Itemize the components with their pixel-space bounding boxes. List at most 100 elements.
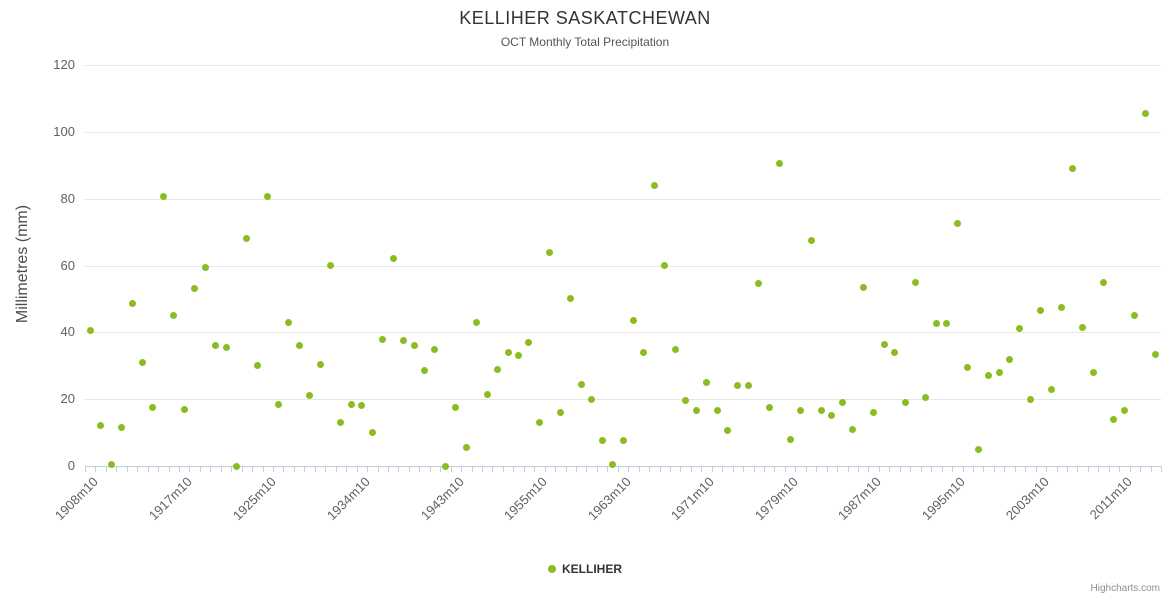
data-point[interactable] [671,345,679,353]
data-point[interactable] [619,437,627,445]
data-point[interactable] [97,422,105,430]
credits-link[interactable]: Highcharts.com [1090,583,1160,594]
data-point[interactable] [1100,278,1108,286]
data-point[interactable] [494,365,502,373]
data-point[interactable] [159,193,167,201]
data-point[interactable] [1152,350,1160,358]
data-point[interactable] [1026,395,1034,403]
data-point[interactable] [285,318,293,326]
data-point[interactable] [609,460,617,468]
data-point[interactable] [222,343,230,351]
data-point[interactable] [598,437,606,445]
data-point[interactable] [995,368,1003,376]
data-point[interactable] [170,312,178,320]
data-point[interactable] [870,409,878,417]
data-point[interactable] [640,348,648,356]
data-point[interactable] [880,340,888,348]
data-point[interactable] [347,400,355,408]
data-point[interactable] [515,352,523,360]
data-point[interactable] [1131,312,1139,320]
data-point[interactable] [1068,165,1076,173]
data-point[interactable] [828,412,836,420]
data-point[interactable] [943,320,951,328]
data-point[interactable] [682,397,690,405]
data-point[interactable] [306,392,314,400]
data-point[interactable] [201,263,209,271]
data-point[interactable] [567,295,575,303]
data-point[interactable] [1016,325,1024,333]
data-point[interactable] [358,402,366,410]
data-point[interactable] [379,335,387,343]
data-point[interactable] [713,407,721,415]
data-point[interactable] [932,320,940,328]
data-point[interactable] [274,400,282,408]
data-point[interactable] [295,342,303,350]
data-point[interactable] [556,409,564,417]
data-point[interactable] [253,362,261,370]
data-point[interactable] [149,404,157,412]
data-point[interactable] [243,235,251,243]
data-point[interactable] [441,462,449,470]
data-point[interactable] [316,360,324,368]
data-point[interactable] [901,399,909,406]
data-point[interactable] [1141,109,1149,117]
data-point[interactable] [107,460,115,468]
data-point[interactable] [1120,407,1128,415]
data-point[interactable] [337,419,345,427]
data-point[interactable] [817,407,825,415]
data-point[interactable] [212,342,220,350]
data-point[interactable] [985,372,993,380]
data-point[interactable] [974,445,982,453]
data-point[interactable] [891,348,899,356]
data-point[interactable] [473,318,481,326]
data-point[interactable] [588,395,596,403]
data-point[interactable] [138,358,146,366]
data-point[interactable] [650,181,658,189]
data-point[interactable] [859,283,867,291]
data-point[interactable] [964,363,972,371]
data-point[interactable] [400,337,408,345]
legend-item-kelliher[interactable]: KELLIHER [548,562,622,576]
data-point[interactable] [692,407,700,415]
data-point[interactable] [452,404,460,412]
data-point[interactable] [1089,368,1097,376]
data-point[interactable] [661,262,669,269]
data-point[interactable] [807,236,815,244]
data-point[interactable] [765,404,773,412]
data-point[interactable] [849,425,857,433]
data-point[interactable] [1037,307,1045,315]
data-point[interactable] [86,327,94,335]
data-point[interactable] [734,382,742,390]
data-point[interactable] [786,435,794,443]
data-point[interactable] [410,342,418,350]
data-point[interactable] [191,285,199,293]
data-point[interactable] [629,317,637,325]
data-point[interactable] [368,429,376,437]
data-point[interactable] [797,407,805,415]
data-point[interactable] [421,367,428,375]
data-point[interactable] [232,462,240,470]
data-point[interactable] [723,427,731,435]
data-point[interactable] [535,419,543,427]
data-point[interactable] [1079,323,1087,331]
data-point[interactable] [953,220,961,228]
data-point[interactable] [776,160,784,168]
data-point[interactable] [838,399,846,406]
data-point[interactable] [922,393,930,401]
data-point[interactable] [577,380,585,388]
data-point[interactable] [483,390,491,398]
data-point[interactable] [462,444,470,452]
data-point[interactable] [389,255,397,263]
data-point[interactable] [525,338,533,346]
data-point[interactable] [703,378,711,386]
data-point[interactable] [912,278,919,286]
data-point[interactable] [180,405,188,413]
data-point[interactable] [1058,303,1066,311]
data-point[interactable] [326,262,334,269]
data-point[interactable] [118,424,126,432]
data-point[interactable] [1047,385,1055,393]
data-point[interactable] [546,248,554,256]
data-point[interactable] [1006,355,1014,363]
data-point[interactable] [504,348,512,356]
data-point[interactable] [744,382,752,390]
